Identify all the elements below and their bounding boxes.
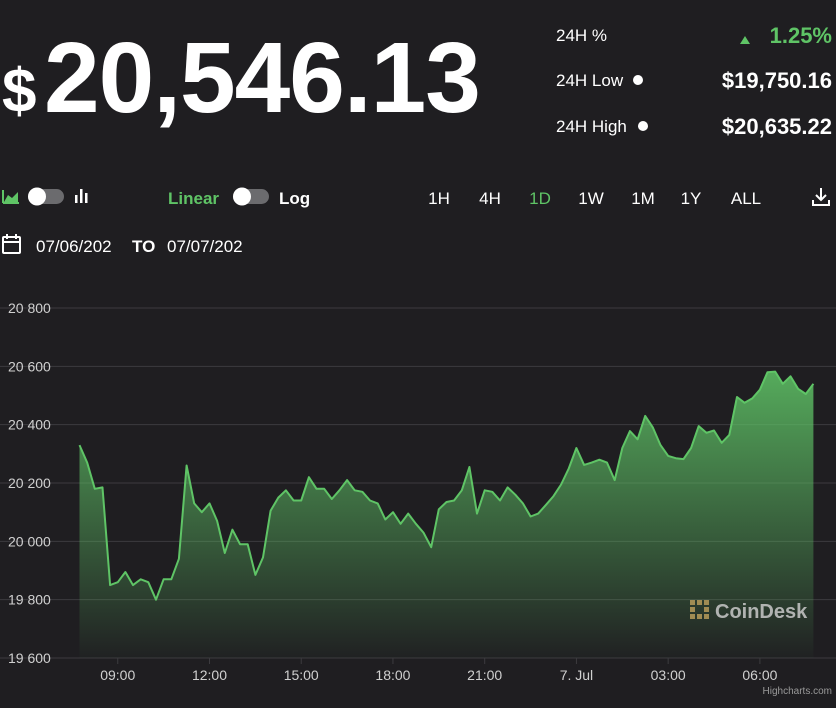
date-from[interactable]: 07/06/202 bbox=[36, 237, 112, 256]
range-button[interactable]: 1D bbox=[529, 189, 551, 208]
watermark: CoinDesk bbox=[715, 601, 808, 623]
watermark-logo bbox=[690, 600, 709, 619]
price-line bbox=[78, 370, 815, 601]
stat-value: 1.25% bbox=[770, 23, 832, 48]
info-icon[interactable] bbox=[638, 121, 648, 131]
y-tick-label: 19 800 bbox=[8, 592, 51, 608]
range-button[interactable]: 1H bbox=[428, 189, 450, 208]
x-tick-label: 18:00 bbox=[375, 667, 410, 683]
range-button[interactable]: 1W bbox=[578, 189, 604, 208]
scale-toggle[interactable] bbox=[233, 187, 269, 206]
stat-label: 24H High bbox=[556, 117, 627, 136]
y-tick-label: 20 000 bbox=[8, 533, 51, 549]
y-tick-label: 20 200 bbox=[8, 475, 51, 491]
y-tick-label: 19 600 bbox=[8, 650, 51, 666]
x-tick-label: 7. Jul bbox=[560, 667, 593, 683]
chart-type-toggle[interactable] bbox=[28, 187, 64, 206]
x-tick-label: 03:00 bbox=[651, 667, 686, 683]
date-to[interactable]: 07/07/202 bbox=[167, 237, 243, 256]
area-chart-icon[interactable] bbox=[2, 190, 19, 204]
credits[interactable]: Highcharts.com bbox=[763, 686, 832, 697]
currency-symbol: $ bbox=[2, 57, 36, 126]
x-tick-label: 06:00 bbox=[742, 667, 777, 683]
calendar-icon[interactable] bbox=[2, 234, 21, 254]
y-tick-label: 20 600 bbox=[8, 358, 51, 374]
range-button[interactable]: 1M bbox=[631, 189, 655, 208]
range-button[interactable]: 1Y bbox=[681, 189, 702, 208]
x-tick-label: 09:00 bbox=[100, 667, 135, 683]
y-tick-label: 20 800 bbox=[8, 300, 51, 316]
stat-label: 24H Low bbox=[556, 71, 624, 90]
y-tick-label: 20 400 bbox=[8, 417, 51, 433]
x-tick-label: 21:00 bbox=[467, 667, 502, 683]
stat-value: $19,750.16 bbox=[722, 68, 832, 93]
stat-value: $20,635.22 bbox=[722, 114, 832, 139]
scale-option[interactable]: Log bbox=[279, 189, 310, 208]
x-tick-label: 12:00 bbox=[192, 667, 227, 683]
area-fill bbox=[79, 371, 814, 658]
scale-option[interactable]: Linear bbox=[168, 189, 219, 208]
range-button[interactable]: ALL bbox=[731, 189, 761, 208]
range-button[interactable]: 4H bbox=[479, 189, 501, 208]
stat-label: 24H % bbox=[556, 26, 607, 45]
info-icon[interactable] bbox=[633, 75, 643, 85]
price: 20,546.13 bbox=[44, 22, 480, 134]
up-arrow bbox=[740, 36, 750, 44]
x-tick-label: 15:00 bbox=[284, 667, 319, 683]
download-icon[interactable] bbox=[812, 188, 830, 206]
date-separator: TO bbox=[132, 237, 155, 256]
bar-chart-icon[interactable] bbox=[75, 189, 88, 203]
